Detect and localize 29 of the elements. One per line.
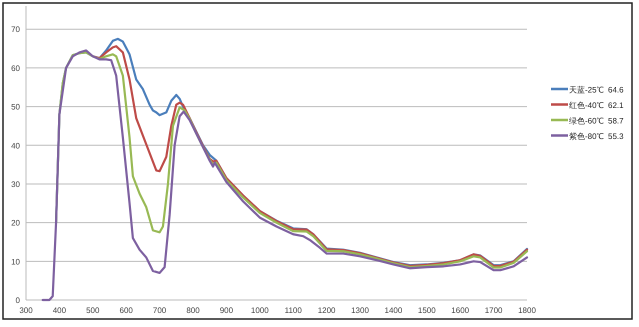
x-tick-label: 1300 (351, 306, 370, 315)
line-series (42, 49, 528, 302)
x-tick-label: 900 (220, 306, 234, 315)
x-tick-label: 800 (186, 306, 200, 315)
y-tick-label: 30 (11, 180, 21, 189)
x-tick-label: 400 (52, 306, 67, 315)
y-tick-label: 10 (11, 257, 21, 266)
x-tick-label: 1700 (484, 306, 504, 315)
legend-label: 红色-40℃ 62.1 (569, 101, 624, 110)
x-tick-label: 700 (152, 306, 167, 315)
x-tick-label: 300 (19, 306, 34, 315)
x-tick-label: 1600 (451, 306, 470, 315)
legend-label: 紫色-80℃ 55.3 (569, 132, 624, 141)
y-tick-label: 0 (16, 296, 21, 305)
x-tick-label: 600 (120, 306, 134, 315)
x-tick-label: 1500 (418, 306, 436, 315)
x-tick-label: 500 (86, 306, 100, 315)
legend-label: 天蓝-25℃ 64.6 (569, 86, 624, 94)
legend-label: 绿色-60℃ 58.7 (569, 116, 624, 126)
y-tick-label: 60 (11, 64, 21, 73)
x-tick-label: 1200 (318, 306, 336, 315)
y-tick-label: 50 (11, 102, 21, 112)
y-tick-label: 20 (11, 218, 21, 228)
x-tick-label: 1800 (518, 306, 536, 315)
x-tick-label: 1000 (250, 306, 270, 315)
x-tick-label: 1100 (284, 306, 302, 315)
x-tick-label: 1400 (384, 306, 403, 315)
y-tick-label: 70 (11, 25, 21, 34)
y-tick-label: 40 (11, 141, 21, 150)
